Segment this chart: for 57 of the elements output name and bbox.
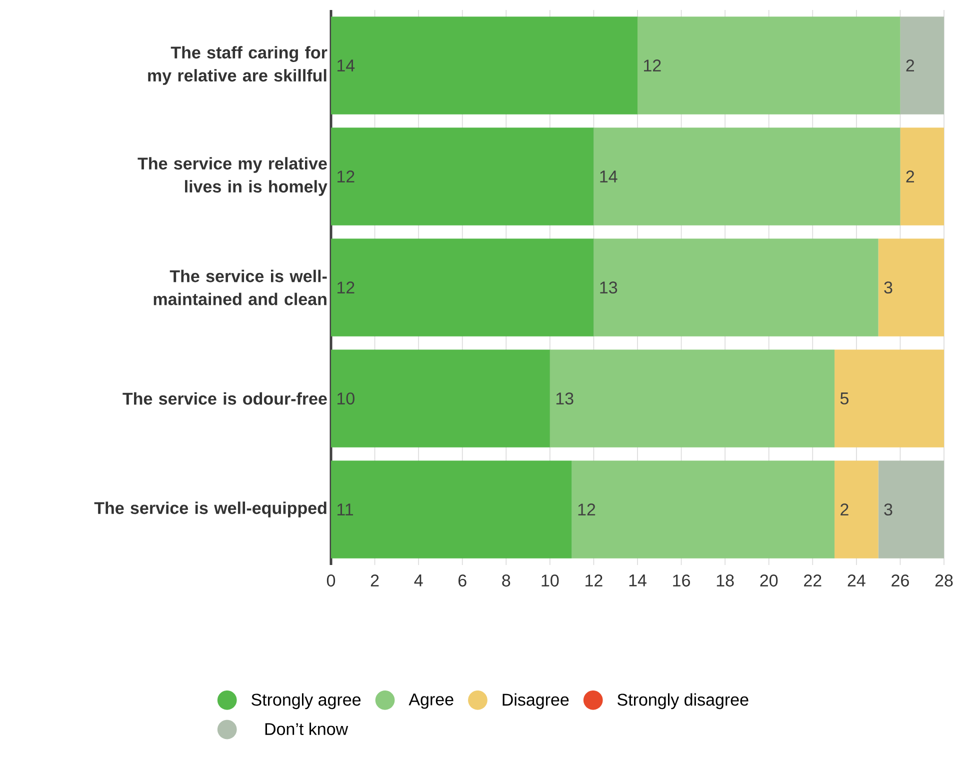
legend-label: Agree	[408, 694, 454, 709]
data-label: 14	[600, 170, 618, 182]
bar	[878, 238, 944, 336]
y-tick-label: The service is well-maintained and clean	[154, 270, 327, 306]
data-label: 3	[884, 503, 892, 516]
x-tick-label: 20	[760, 574, 778, 587]
y-tick-label: The service is odour-free	[122, 392, 327, 405]
x-tick-label: 0	[326, 574, 336, 587]
x-tick-label: 8	[502, 574, 510, 587]
bar	[331, 16, 638, 114]
data-label: 12	[338, 282, 354, 294]
legend-label: Strongly agree	[252, 693, 361, 710]
bar	[594, 238, 878, 336]
data-label: 12	[578, 504, 596, 516]
x-tick-label: 26	[892, 574, 909, 587]
data-label: 2	[840, 504, 848, 516]
x-tick-label: 2	[370, 574, 379, 586]
data-label: 2	[906, 170, 914, 182]
x-tick-label: 24	[848, 574, 866, 586]
x-tick-label: 28	[935, 574, 953, 587]
data-label: 5	[840, 392, 848, 404]
data-label: 13	[600, 281, 618, 294]
x-tick-label: 12	[586, 574, 602, 586]
x-tick-label: 22	[804, 574, 822, 586]
data-label: 14	[338, 60, 355, 72]
bar	[594, 128, 900, 226]
legend-label: Disagree	[502, 693, 569, 710]
x-tick-label: 10	[542, 574, 559, 587]
y-tick-label: The service my relative lives in is homely	[138, 157, 328, 196]
x-tick-label: 14	[629, 574, 646, 586]
bar	[572, 460, 835, 558]
data-label: 3	[884, 281, 892, 294]
data-label: 13	[556, 392, 574, 405]
x-tick-label: 6	[458, 574, 466, 587]
bar	[331, 460, 572, 558]
data-label: 12	[338, 170, 354, 182]
data-label: 2	[906, 60, 914, 72]
bar	[834, 350, 944, 448]
bar	[878, 460, 944, 558]
bar	[638, 16, 900, 114]
data-label: 11	[338, 504, 354, 516]
bar	[331, 128, 594, 226]
x-tick-label: 16	[673, 574, 690, 587]
x-tick-label: 4	[414, 574, 423, 586]
legend-label: Strongly disagree	[618, 693, 748, 710]
legend-label: Don’t know	[265, 722, 348, 736]
bar	[550, 350, 835, 448]
data-label: 10	[338, 392, 354, 405]
bar	[834, 460, 878, 558]
bar	[900, 128, 944, 226]
y-tick-label: The staff caring for my relative are skillful	[148, 46, 328, 85]
data-label: 12	[644, 60, 661, 72]
bar	[331, 350, 550, 448]
bar	[900, 16, 944, 114]
y-tick-label: The service is well-equipped	[94, 502, 326, 518]
bar	[331, 238, 594, 336]
x-tick-label: 18	[716, 574, 734, 587]
